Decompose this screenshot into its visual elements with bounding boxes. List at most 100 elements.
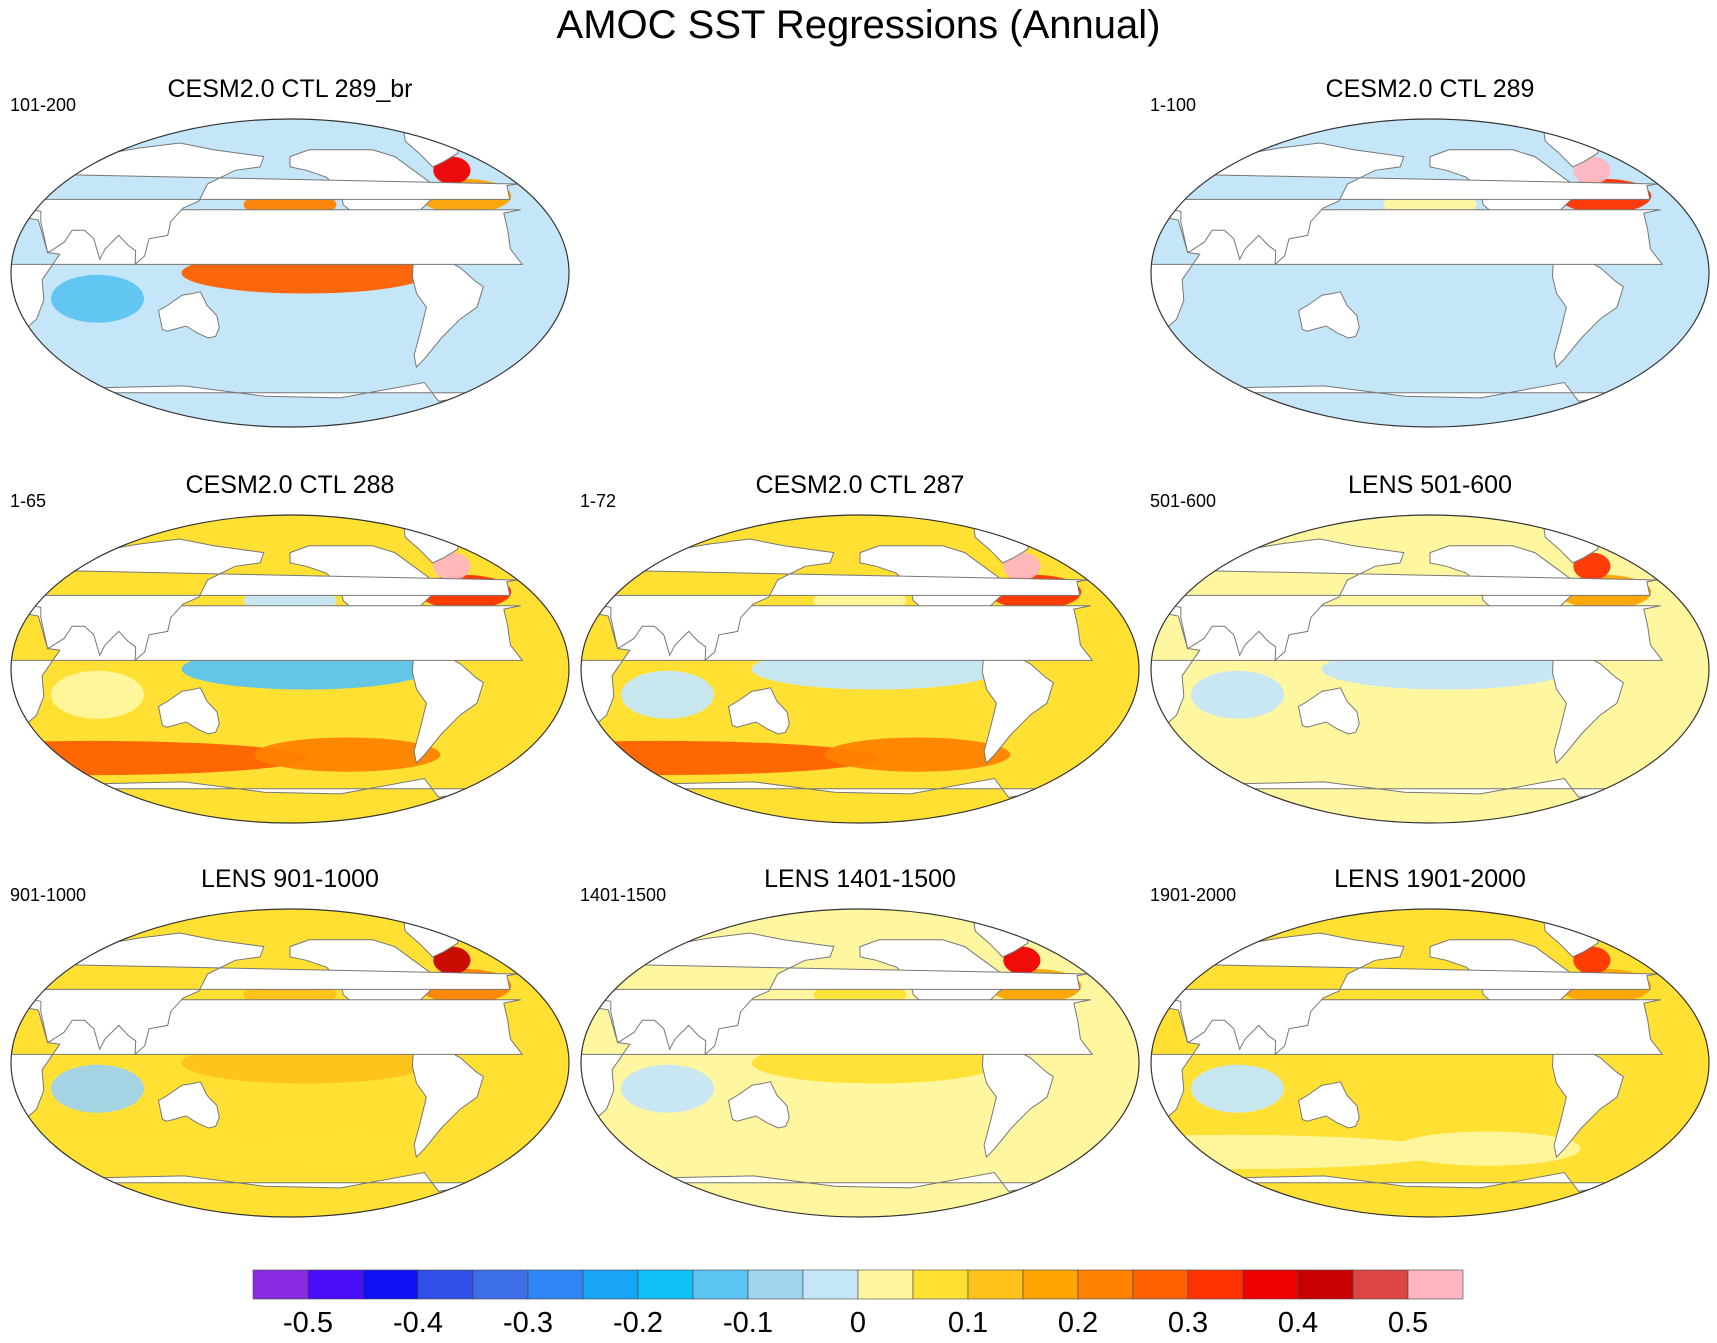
panel-period-label: 1-100 [1150,95,1197,115]
map-border [10,908,570,1218]
australia-land [157,291,220,339]
subpolar-gyre-anomaly [1573,156,1611,184]
southern-ocean-anomaly-west [1394,737,1581,772]
southern-ocean-anomaly-west [254,341,441,376]
panel-title: LENS 1401-1500 [764,865,956,893]
panel-period-label: 1-72 [580,491,617,511]
map-panel-ctl-288: CESM2.0 CTL 288 1-65 [10,470,570,850]
indian-ocean-anomaly [51,1064,144,1113]
indian-ocean-anomaly [51,670,144,719]
colorbar-swatch [802,1269,859,1300]
australia-land [157,1081,220,1129]
southern-ocean-anomaly [1151,344,1448,380]
southern-ocean-anomaly [11,344,308,380]
colorbar-swatch [1022,1269,1079,1300]
colorbar-tick-label: 0.3 [1168,1307,1208,1339]
australia-land [727,1081,790,1129]
panel-title: LENS 1901-2000 [1334,865,1526,893]
colorbar-swatch [1407,1269,1464,1300]
colorbar-swatch [527,1269,584,1300]
south-america-land [411,647,484,765]
map-panel-lens-901-1000: LENS 901-1000 901-1000 [10,864,570,1244]
south-america-land [411,251,484,369]
panel-title: CESM2.0 CTL 287 [755,471,965,499]
australia-land [727,687,790,735]
map-panel-lens-1901-2000: LENS 1901-2000 1901-2000 [1150,864,1710,1244]
map-panel-ctl-289-br: CESM2.0 CTL 289_br 101-200 [10,74,570,454]
map-border [1150,908,1710,1218]
panel-period-label: 901-1000 [10,885,87,905]
subpolar-gyre-anomaly [1003,946,1041,974]
map-svg [1150,118,1710,428]
map-border [10,514,570,824]
colorbar-swatch [912,1269,969,1300]
colorbar-swatch [1077,1269,1134,1300]
indian-ocean-anomaly [621,670,714,719]
southern-ocean-anomaly-west [824,1131,1011,1166]
indian-ocean-anomaly [51,274,144,323]
subpolar-gyre-anomaly [1573,946,1611,974]
southern-ocean-anomaly-west [1394,341,1581,376]
subpolar-gyre-anomaly [1573,552,1611,580]
panel-title: LENS 901-1000 [201,865,379,893]
colorbar-swatch [1242,1269,1299,1300]
map-panel-lens-501-600: LENS 501-600 501-600 [1150,470,1710,850]
indian-ocean-anomaly [1191,274,1284,323]
colorbar-swatch [1132,1269,1189,1300]
colorbar-tick-label: 0 [850,1307,866,1339]
colorbar-tick-label: 0.2 [1058,1307,1098,1339]
colorbar-swatch [692,1269,749,1300]
colorbar-swatch [637,1269,694,1300]
map-panel-ctl-287: CESM2.0 CTL 287 1-72 [580,470,1140,850]
map-svg [1150,908,1710,1218]
southern-ocean-anomaly [1151,1134,1448,1170]
panel-period-label: 501-600 [1150,491,1217,511]
panel-period-label: 1-65 [10,491,47,511]
map-border [580,908,1140,1218]
colorbar-swatch [307,1269,364,1300]
south-america-land [981,1041,1054,1159]
indian-ocean-anomaly [1191,1064,1284,1113]
southern-ocean-anomaly-west [254,1131,441,1166]
colorbar-tick-label: 0.1 [948,1307,988,1339]
australia-land [157,687,220,735]
indian-ocean-anomaly [1191,670,1284,719]
panel-period-label: 1401-1500 [580,885,667,905]
south-america-land [1551,1041,1624,1159]
colorbar-tick-label: 0.4 [1278,1307,1318,1339]
colorbar-swatch [1297,1269,1354,1300]
colorbar-tick-label: -0.2 [613,1307,663,1339]
southern-ocean-anomaly [581,1134,878,1170]
map-svg [1150,514,1710,824]
colorbar-swatch [252,1269,309,1300]
australia-land [1297,291,1360,339]
colorbar-swatch [417,1269,474,1300]
colorbar-swatch [1352,1269,1409,1300]
colorbar-swatch [472,1269,529,1300]
indian-ocean-anomaly [621,1064,714,1113]
colorbar: -0.5 -0.4 -0.3 -0.2 -0.1 0 0.1 0.2 0.3 0.4 0.5 [252,1269,1464,1339]
australia-land [1297,687,1360,735]
south-america-land [1551,251,1624,369]
southern-ocean-anomaly [11,1134,308,1170]
southern-ocean-anomaly-west [1394,1131,1581,1166]
southern-ocean-anomaly-west [824,737,1011,772]
colorbar-swatch [582,1269,639,1300]
australia-land [1297,1081,1360,1129]
map-svg [10,908,570,1218]
south-america-land [1551,647,1624,765]
subpolar-gyre-anomaly [433,156,471,184]
south-america-land [411,1041,484,1159]
map-panel-lens-1401-1500: LENS 1401-1500 1401-1500 [580,864,1140,1244]
map-panel-ctl-289: CESM2.0 CTL 289 1-100 [1150,74,1710,454]
panel-period-label: 1901-2000 [1150,885,1237,905]
map-svg [10,514,570,824]
southern-ocean-anomaly [11,740,308,776]
panel-period-label: 101-200 [10,95,77,115]
figure-title: AMOC SST Regressions (Annual) [556,3,1161,47]
map-border [10,118,570,428]
panel-title: CESM2.0 CTL 288 [185,471,395,499]
colorbar-swatch [1187,1269,1244,1300]
subpolar-gyre-anomaly [433,552,471,580]
panel-title: LENS 501-600 [1347,471,1512,499]
